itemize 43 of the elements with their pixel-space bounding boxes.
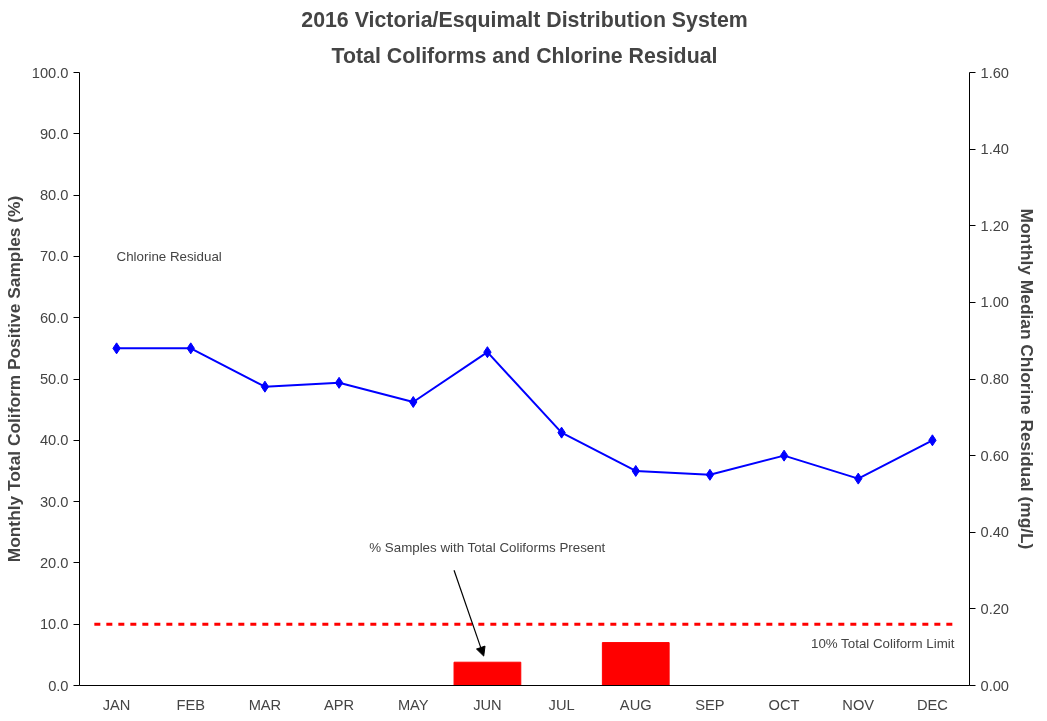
y-tick-label: 30.0 xyxy=(39,493,69,510)
point xyxy=(260,380,270,393)
y-tick-label: 90.0 xyxy=(39,125,69,142)
x-tick-label: JUL xyxy=(548,696,575,713)
y-tick-label: 0.0 xyxy=(48,677,69,694)
y2-tick-label: 1.40 xyxy=(980,141,1010,158)
y2-tick-label: 0.80 xyxy=(980,371,1010,387)
annotation: % Samples with Total Coliforms Present xyxy=(369,539,606,555)
y2-tick-label: 1.60 xyxy=(980,64,1010,81)
x-tick-label: MAR xyxy=(248,696,282,713)
x-tick-label: AUG xyxy=(619,696,652,713)
ref-line-label: 10% Total Coliform Limit xyxy=(810,636,955,652)
y2-tick-label: 0.40 xyxy=(980,524,1010,541)
y-tick-label: 10.0 xyxy=(39,616,69,633)
x-tick-label: DEC xyxy=(916,696,949,713)
x-tick-label: NOV xyxy=(842,696,875,713)
y2-tick-label: 0.20 xyxy=(980,600,1010,617)
x-tick-label: FEB xyxy=(176,696,206,713)
y-tick-label: 40.0 xyxy=(39,432,69,449)
y-tick-label: 50.0 xyxy=(39,371,69,387)
y-tick-label: 60.0 xyxy=(39,309,69,326)
x-tick-label: OCT xyxy=(768,696,800,713)
x-tick-label: JUN xyxy=(473,696,502,713)
y2-tick-label: 0.60 xyxy=(980,447,1010,464)
y2-tick-label: 0.00 xyxy=(980,677,1010,694)
y-tick-label: 100.0 xyxy=(31,64,69,81)
y2-tick-label: 1.00 xyxy=(980,294,1010,311)
y-tick-label: 70.0 xyxy=(39,248,69,265)
y-tick-label: 20.0 xyxy=(39,554,69,571)
y2-axis-title: Monthly Median Chlorine Residual (mg/L) xyxy=(1017,208,1038,550)
point xyxy=(779,449,789,462)
chart-title: 2016 Victoria/Esquimalt Distribution System xyxy=(301,7,748,32)
y2-tick-label: 1.20 xyxy=(980,217,1010,234)
point xyxy=(705,468,715,481)
chart-subtitle: Total Coliforms and Chlorine Residual xyxy=(331,43,718,68)
x-tick-label: JAN xyxy=(102,696,131,713)
y-axis-title: Monthly Total Coliform Positive Samples (%) xyxy=(3,195,24,563)
annotation: Chlorine Residual xyxy=(116,248,222,264)
x-tick-label: APR xyxy=(324,696,355,713)
x-tick-label: SEP xyxy=(695,696,725,713)
x-tick-label: MAY xyxy=(397,696,429,713)
y-tick-label: 80.0 xyxy=(39,187,69,204)
point xyxy=(334,376,344,389)
